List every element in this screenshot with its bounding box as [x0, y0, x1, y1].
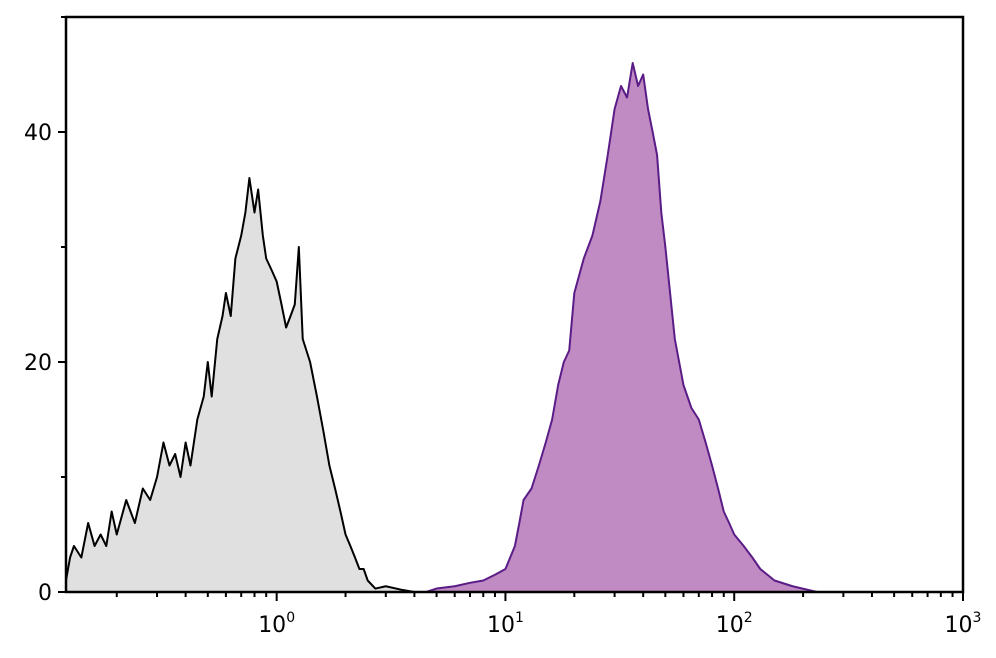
series-1-area	[426, 63, 817, 592]
y-tick-label: 20	[24, 351, 52, 376]
y-tick-label: 0	[38, 581, 52, 606]
x-tick-label: 100	[258, 610, 295, 638]
axis-layer: 0 20 40 100 101 102 103	[24, 16, 982, 638]
series-1-outline	[425, 62, 818, 593]
x-tick-label: 103	[945, 610, 982, 638]
x-tick-label: 101	[487, 610, 524, 638]
y-tick-label: 40	[24, 121, 52, 146]
x-tick-label: 102	[716, 610, 753, 638]
series-0-area	[66, 178, 415, 592]
series-0-outline	[65, 177, 415, 593]
plot-frame	[64, 15, 965, 594]
series-layer	[65, 62, 818, 593]
